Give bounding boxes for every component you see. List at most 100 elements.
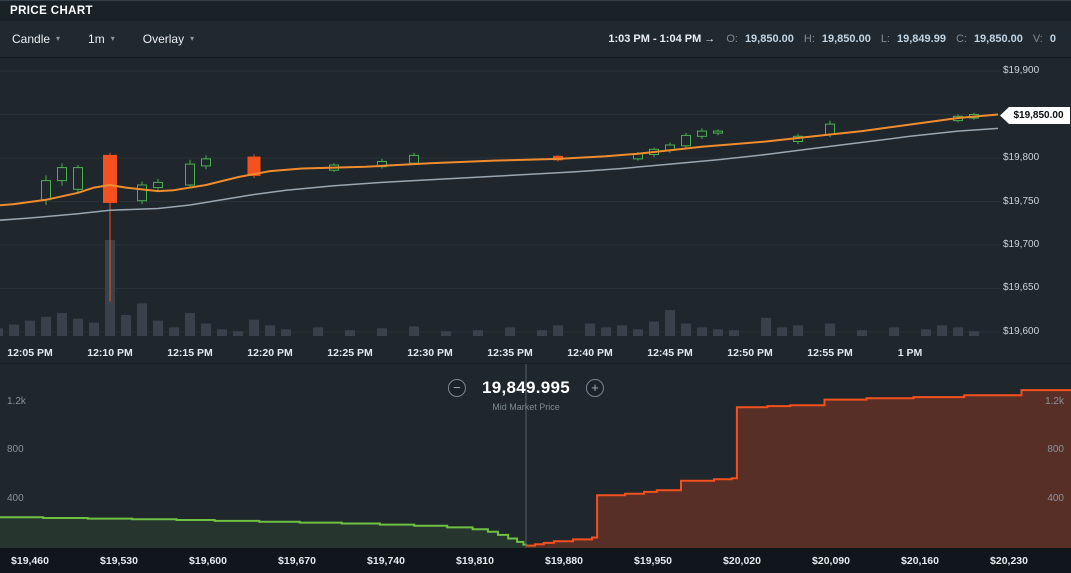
plus-icon: +: [591, 380, 599, 395]
volume-bar: [857, 330, 867, 336]
candle-body: [697, 130, 707, 137]
volume-bar: [729, 330, 739, 336]
close-value: 19,850.00: [973, 33, 1023, 45]
volume-bar: [249, 319, 259, 336]
interval-dropdown[interactable]: 1m ▾: [88, 32, 115, 46]
time-axis-tick: 12:40 PM: [567, 347, 613, 359]
chevron-down-icon: ▾: [190, 34, 195, 43]
overlay-dropdown[interactable]: Overlay ▾: [143, 32, 194, 46]
overlay-label: Overlay: [142, 32, 185, 46]
time-axis-tick: 12:35 PM: [487, 347, 533, 359]
chart-toolbar: Candle ▾ 1m ▾ Overlay ▾ 1:03 PM - 1:04 P…: [0, 21, 1071, 58]
ask-depth-area: [526, 390, 1071, 549]
volume-bar: [57, 313, 67, 336]
volume-bar: [889, 327, 899, 336]
volume-bar: [313, 327, 323, 336]
time-axis-tick: 12:50 PM: [727, 347, 773, 359]
depth-price-tick: $20,230: [990, 555, 1028, 567]
volume-bar: [937, 325, 947, 336]
high-value: 19,850.00: [821, 33, 871, 45]
volume-bar: [137, 303, 147, 336]
depth-chart[interactable]: − 19,849.995 + Mid Market Price 1.2k 1.2k…: [0, 363, 1071, 549]
candle-body: [73, 167, 83, 190]
candle-body: [825, 123, 835, 135]
time-axis-tick: 12:55 PM: [807, 347, 853, 359]
panel-header: PRICE CHART: [0, 0, 1071, 21]
depth-canvas[interactable]: [0, 364, 1071, 549]
ask-depth-line: [526, 389, 1071, 547]
time-axis-tick: 12:20 PM: [247, 347, 293, 359]
depth-price-tick: $20,090: [812, 555, 850, 567]
candle-body: [41, 180, 51, 201]
open-value: 19,850.00: [744, 33, 794, 45]
depth-price-tick: $20,020: [723, 555, 761, 567]
volume-bar: [169, 327, 179, 336]
candle-body: [57, 167, 67, 182]
bid-depth-line: [0, 516, 527, 546]
volume-bar: [217, 329, 227, 336]
volume-bar: [825, 323, 835, 336]
chart-type-label: Candle: [12, 32, 51, 46]
depth-volume-tick: 1.2k: [7, 396, 26, 407]
mid-market-caption: Mid Market Price: [492, 402, 560, 412]
zoom-out-button[interactable]: −: [447, 379, 466, 397]
candle-time-range: 1:03 PM - 1:04 PM →: [608, 33, 716, 45]
candlestick-chart[interactable]: [0, 58, 1071, 345]
ma-fast-line: [0, 113, 999, 207]
volume-bar: [233, 331, 243, 336]
volume-bar: [473, 330, 483, 336]
candlestick-canvas[interactable]: [0, 58, 1000, 345]
candle-body: [137, 184, 147, 202]
candle-body: [681, 134, 691, 147]
depth-price-tick: $19,740: [367, 555, 405, 567]
price-axis-tick: $19,600: [1003, 326, 1040, 337]
volume-label: V:: [1032, 33, 1043, 45]
ma-slow-line: [0, 127, 999, 221]
volume-bar: [777, 327, 787, 336]
chart-type-dropdown[interactable]: Candle ▾: [12, 32, 60, 46]
high-label: H:: [803, 33, 815, 45]
price-axis-tick: $19,650: [1003, 282, 1040, 293]
volume-bar: [505, 327, 515, 336]
volume-bar: [601, 327, 611, 336]
time-axis-tick: 1 PM: [897, 347, 923, 359]
depth-price-tick: $19,670: [278, 555, 316, 567]
depth-price-tick: $19,950: [634, 555, 672, 567]
volume-bar: [681, 323, 691, 336]
last-price-tag: $19,850.00: [1000, 107, 1070, 124]
candle-body: [713, 130, 723, 134]
volume-bar: [345, 330, 355, 336]
volume-bar: [73, 318, 83, 336]
open-label: O:: [726, 33, 738, 45]
chevron-down-icon: ▾: [110, 34, 115, 43]
candle-body: [201, 158, 211, 167]
low-label: L:: [880, 33, 890, 45]
volume-bar: [281, 329, 291, 336]
volume-bar: [665, 310, 675, 336]
time-axis: 12:05 PM 12:10 PM 12:15 PM 12:20 PM 12:25 PM…: [0, 345, 1071, 363]
volume-bar: [761, 317, 771, 336]
volume-bar: [649, 321, 659, 336]
candle-body: [153, 181, 163, 189]
volume-bar: [441, 331, 451, 336]
volume-bar: [969, 331, 979, 336]
time-axis-tick: 12:30 PM: [407, 347, 453, 359]
time-axis-tick: 12:10 PM: [87, 347, 133, 359]
volume-bar: [697, 327, 707, 336]
price-axis-tick: $19,900: [1003, 65, 1040, 76]
ohlc-readout: 1:03 PM - 1:04 PM → O: 19,850.00 H: 19,8…: [608, 33, 1059, 45]
price-axis-tick: $19,700: [1003, 239, 1040, 250]
candle-body: [409, 154, 419, 164]
depth-price-tick: $19,460: [11, 555, 49, 567]
time-axis-tick: 12:45 PM: [647, 347, 693, 359]
zoom-in-button[interactable]: +: [586, 379, 605, 397]
depth-volume-tick: 800: [7, 444, 24, 455]
depth-volume-tick: 800: [1047, 444, 1064, 455]
volume-bar: [89, 322, 99, 336]
depth-volume-tick: 400: [7, 493, 24, 504]
interval-label: 1m: [88, 32, 105, 46]
depth-volume-tick: 400: [1047, 493, 1064, 504]
depth-price-axis: $19,460 $19,530 $19,600 $19,670 $19,740 $19,8…: [0, 548, 1071, 573]
volume-bar: [633, 329, 643, 336]
